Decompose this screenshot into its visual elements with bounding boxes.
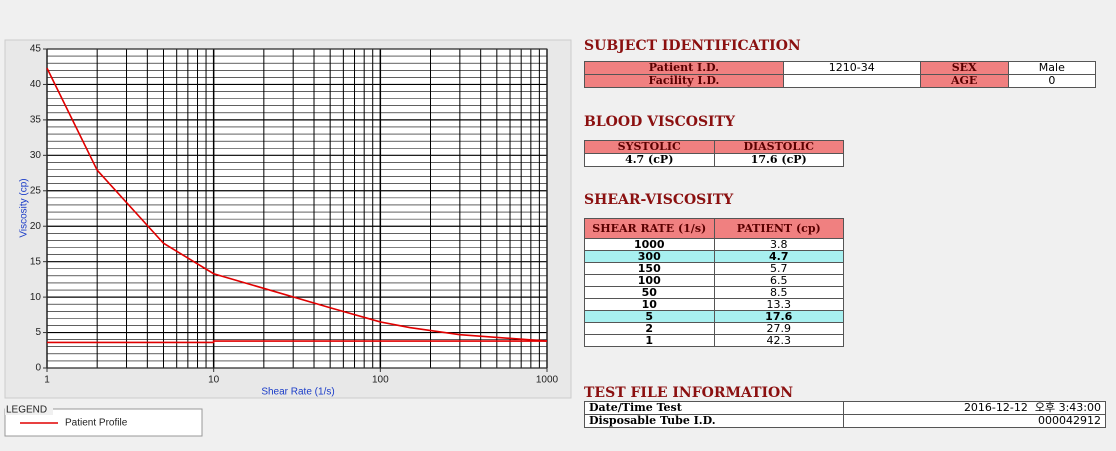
- row: 1000 3.8: [584, 238, 844, 251]
- row: SYSTOLIC DIASTOLIC: [584, 140, 844, 154]
- cell: PATIENT (cp): [713, 218, 844, 239]
- cell: [782, 74, 921, 88]
- cell: Facility I.D.: [584, 74, 784, 88]
- cell: 2016-12-12 오후 3:43:00: [843, 401, 1106, 415]
- y-tick-label: 15: [30, 256, 42, 267]
- test-file-table: Date/Time Test 2016-12-12 오후 3:43:00 Dis…: [584, 401, 1106, 428]
- cell: DIASTOLIC: [713, 140, 844, 154]
- row: Facility I.D. AGE 0: [584, 74, 1097, 88]
- cell: Patient I.D.: [584, 61, 784, 75]
- x-tick-label: 1: [44, 375, 50, 386]
- subject-table: Patient I.D. 1210-34 SEX Male Facility I…: [584, 61, 1097, 88]
- row: Date/Time Test 2016-12-12 오후 3:43:00: [584, 401, 1106, 415]
- plot-border: [46, 48, 548, 369]
- row: Disposable Tube I.D. 000042912: [584, 414, 1106, 428]
- cell: 300: [584, 250, 715, 263]
- cell: 150: [584, 262, 715, 275]
- cell: Male: [1007, 61, 1097, 75]
- x-tick-label: 1000: [536, 375, 559, 386]
- section-title: TEST FILE INFORMATION: [584, 385, 794, 401]
- y-tick-label: 30: [30, 150, 42, 161]
- x-axis-label: Shear Rate (1/s): [261, 387, 334, 398]
- cell: SEX: [919, 61, 1009, 75]
- row: 1 42.3: [584, 334, 844, 347]
- plot-area: [47, 49, 547, 368]
- shear-table: SHEAR RATE (1/s) PATIENT (cp) 1000 3.8 300…: [584, 218, 844, 347]
- cell: 42.3: [713, 334, 844, 347]
- cell: 100: [584, 274, 715, 287]
- cell: Disposable Tube I.D.: [584, 414, 844, 428]
- y-tick-label: 20: [30, 221, 42, 232]
- section-title: SUBJECT IDENTIFICATION: [584, 38, 801, 54]
- blood-table: SYSTOLIC DIASTOLIC 4.7 (cP) 17.6 (cP): [584, 140, 844, 167]
- cell: SHEAR RATE (1/s): [584, 218, 715, 239]
- x-tick-label: 100: [372, 375, 389, 386]
- chart: Shear Rate (1/s) Viscosity (cp) LEGEND 1…: [4, 39, 572, 437]
- cell: 10: [584, 298, 715, 311]
- cell: SYSTOLIC: [584, 140, 715, 154]
- cell: 4.7 (cP): [584, 153, 715, 167]
- cell: 1000: [584, 238, 715, 251]
- data-line: [46, 67, 548, 342]
- row: SHEAR RATE (1/s) PATIENT (cp): [584, 218, 844, 239]
- cell: 4.7: [713, 250, 844, 263]
- x-tick-label: 10: [208, 375, 220, 386]
- cell: 2: [584, 322, 715, 335]
- row: 50 8.5: [584, 286, 844, 299]
- cell: 13.3: [713, 298, 844, 311]
- cell: 5.7: [713, 262, 844, 275]
- row: 4.7 (cP) 17.6 (cP): [584, 153, 844, 167]
- row: Patient I.D. 1210-34 SEX Male: [584, 61, 1097, 75]
- cell: Date/Time Test: [584, 401, 844, 415]
- y-tick-label: 0: [35, 363, 41, 374]
- y-tick-label: 45: [30, 44, 42, 55]
- row: 2 27.9: [584, 322, 844, 335]
- cell: 1: [584, 334, 715, 347]
- cell: 17.6 (cP): [713, 153, 844, 167]
- row: 5 17.6: [584, 310, 844, 323]
- section-title: BLOOD VISCOSITY: [584, 114, 736, 130]
- y-axis-label: Viscosity (cp): [19, 178, 30, 237]
- row: 10 13.3: [584, 298, 844, 311]
- y-tick-label: 10: [30, 292, 42, 303]
- cell: AGE: [919, 74, 1009, 88]
- legend-label: Patient Profile: [65, 418, 128, 429]
- cell: 0: [1007, 74, 1097, 88]
- row: 300 4.7: [584, 250, 844, 263]
- y-tick-label: 35: [30, 115, 42, 126]
- row: 150 5.7: [584, 262, 844, 275]
- cell: 5: [584, 310, 715, 323]
- data-line: [47, 340, 547, 344]
- cell: 3.8: [713, 238, 844, 251]
- cell: 000042912: [843, 414, 1106, 428]
- cell: 17.6: [713, 310, 844, 323]
- y-tick-label: 25: [30, 185, 42, 196]
- cell: 8.5: [713, 286, 844, 299]
- cell: 27.9: [713, 322, 844, 335]
- legend-title: LEGEND: [6, 405, 47, 416]
- legend-title-bg: [5, 404, 53, 415]
- y-tick-label: 40: [30, 79, 42, 90]
- section-title: SHEAR-VISCOSITY: [584, 192, 734, 208]
- y-tick-label: 5: [35, 327, 41, 338]
- cell: 50: [584, 286, 715, 299]
- row: 100 6.5: [584, 274, 844, 287]
- cell: 6.5: [713, 274, 844, 287]
- cell: 1210-34: [782, 61, 921, 75]
